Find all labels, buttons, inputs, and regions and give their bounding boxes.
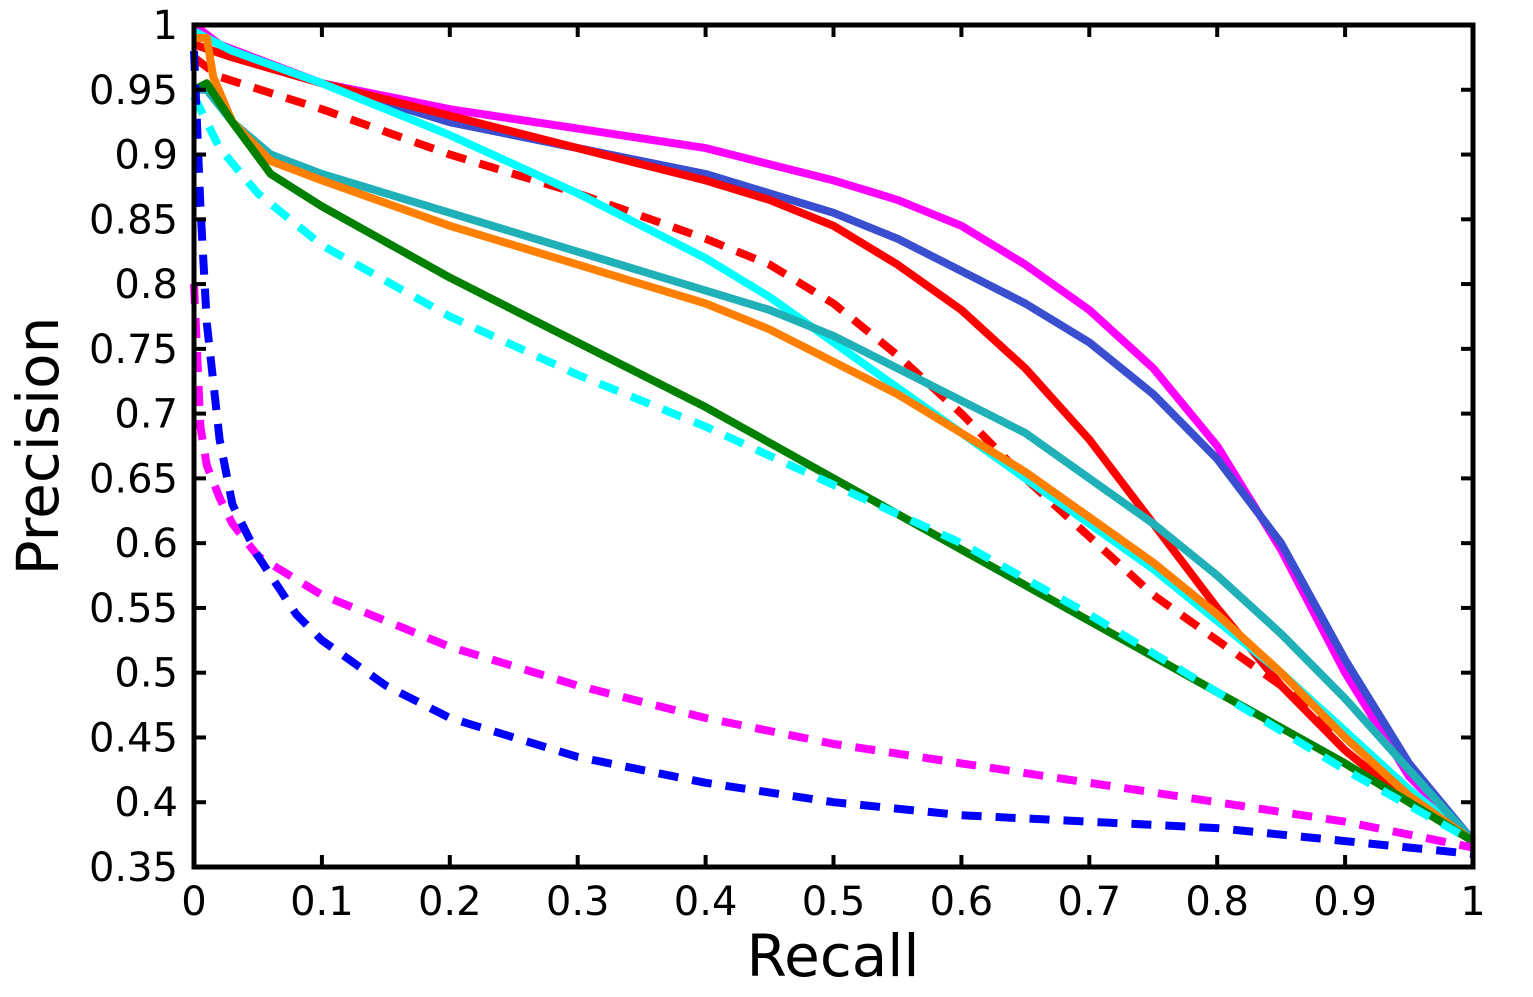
x-tick-label: 0.6 <box>930 879 994 925</box>
x-tick-label: 0.8 <box>1185 879 1249 925</box>
plot-frame <box>191 22 1476 870</box>
y-tick-label: 0.35 <box>89 845 178 891</box>
y-tick-label: 0.8 <box>114 262 178 308</box>
y-tick-label: 0.65 <box>89 456 178 502</box>
x-tick-label: 0.2 <box>418 879 482 925</box>
x-tick-label: 0.3 <box>546 879 610 925</box>
series-line-red-dashed <box>191 54 1476 845</box>
x-tick-label: 0 <box>181 879 206 925</box>
series-line-blue-solid <box>192 27 1477 844</box>
series-line-cyan-dashed <box>190 94 1475 845</box>
series-line-blue-dashed <box>190 50 1474 858</box>
y-tick-label: 0.85 <box>89 197 178 243</box>
y-tick-label: 0.7 <box>114 392 178 438</box>
y-axis-label: Precision <box>4 317 72 576</box>
x-tick-label: 1 <box>1460 879 1485 925</box>
y-tick-label: 1 <box>153 3 178 49</box>
x-tick-label: 0.1 <box>290 879 354 925</box>
x-tick-label: 0.4 <box>674 879 738 925</box>
ticks-layer: 0 0.1 0.2 0.3 0.4 0.5 0.6 0.7 0.8 0.9 1 0.35 0.4 0.45… <box>89 3 1486 925</box>
y-tick-label: 0.95 <box>89 68 178 114</box>
series-line-green-solid <box>192 79 1476 845</box>
x-tick-label: 0.9 <box>1313 879 1377 925</box>
y-tick-label: 0.4 <box>114 780 178 826</box>
y-tick-label: 0.55 <box>89 586 178 632</box>
series-line-magenta-solid <box>191 21 1476 844</box>
series-line-teal-solid <box>194 85 1476 844</box>
y-tick-label: 0.5 <box>114 651 178 697</box>
y-tick-label: 0.45 <box>89 715 178 761</box>
y-tick-label: 0.6 <box>114 521 178 567</box>
series-layer <box>190 21 1477 858</box>
y-tick-label: 0.9 <box>114 133 178 179</box>
y-tick-label: 0.75 <box>89 327 178 373</box>
x-tick-label: 0.7 <box>1057 879 1121 925</box>
x-axis-label: Recall <box>746 922 919 990</box>
x-tick-label: 0.5 <box>802 879 866 925</box>
